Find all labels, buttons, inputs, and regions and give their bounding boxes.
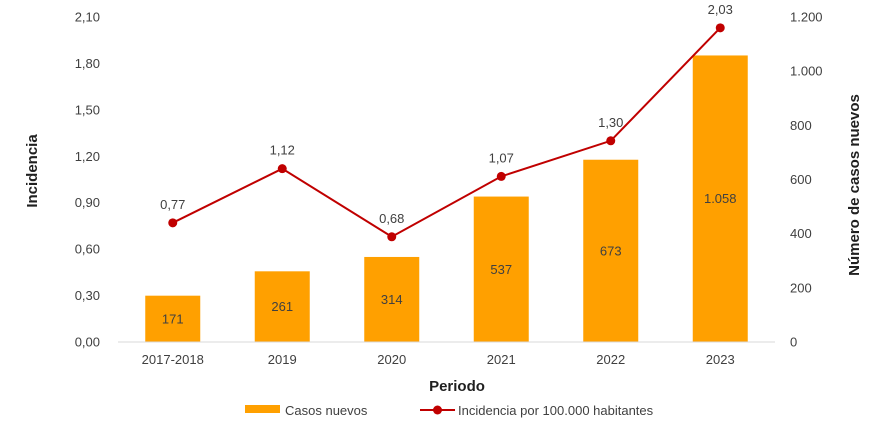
legend-label: Incidencia por 100.000 habitantes	[458, 403, 654, 418]
y-tick-label-right: 800	[790, 118, 812, 133]
incidencia-line	[172, 27, 721, 238]
bar-casos-nuevos	[583, 159, 639, 342]
y-tick-label-right: 400	[790, 226, 812, 241]
bar-value-label: 314	[381, 292, 403, 307]
incidencia-point	[496, 171, 506, 181]
incidencia-point	[387, 232, 397, 242]
incidencia-value-label: 1,30	[598, 115, 623, 130]
incidencia-point	[715, 23, 725, 33]
x-tick-label: 2022	[596, 352, 625, 367]
y-tick-label-left: 1,80	[75, 56, 100, 71]
incidencia-value-label: 0,77	[160, 197, 185, 212]
incidencia-point	[168, 218, 178, 228]
y-tick-label-left: 0,60	[75, 242, 100, 257]
bar-value-label: 673	[600, 243, 622, 258]
x-axis-title: Periodo	[429, 378, 485, 395]
y-tick-label-right: 1.200	[790, 10, 823, 25]
y-axis-title-right: Número de casos nuevos	[846, 94, 863, 276]
y-axis-title-left: Incidencia	[24, 134, 41, 208]
y-tick-label-right: 0	[790, 335, 797, 350]
legend-item-incidencia: Incidencia por 100.000 habitantes	[420, 403, 654, 418]
plot-area: 0,00 0,30 0,60 0,90 1,20 1,50 1,80 2,10 0 200 400 6…	[75, 2, 823, 367]
incidencia-value-label: 2,03	[708, 2, 733, 17]
x-tick-label: 2017-2018	[142, 352, 204, 367]
bar-casos-nuevos	[364, 256, 420, 342]
bar-casos-nuevos	[692, 55, 748, 342]
x-tick-label: 2020	[377, 352, 406, 367]
y-tick-label-right: 1.000	[790, 64, 823, 79]
bar-value-label: 537	[490, 262, 512, 277]
legend-swatch-marker	[433, 405, 442, 415]
x-tick-label: 2023	[706, 352, 735, 367]
legend-item-casos-nuevos: Casos nuevos	[245, 403, 368, 418]
incidencia-point	[277, 164, 287, 174]
y-tick-label-left: 0,00	[75, 335, 100, 350]
bar-casos-nuevos	[254, 271, 310, 342]
y-tick-label-left: 0,90	[75, 195, 100, 210]
incidencia-value-label: 1,07	[489, 150, 514, 165]
incidencia-point	[606, 136, 616, 146]
y-tick-label-left: 1,50	[75, 102, 100, 117]
bar-value-label: 261	[271, 299, 293, 314]
y-tick-label-right: 600	[790, 172, 812, 187]
x-tick-label: 2021	[487, 352, 516, 367]
y-tick-label-right: 200	[790, 280, 812, 295]
legend-swatch-bar	[245, 405, 280, 413]
incidencia-value-label: 0,68	[379, 211, 404, 226]
bar-casos-nuevos	[145, 295, 201, 342]
legend: Casos nuevos Incidencia por 100.000 habi…	[245, 403, 654, 418]
legend-label: Casos nuevos	[285, 403, 368, 418]
bar-value-label: 1.058	[704, 191, 737, 206]
y-tick-label-left: 1,20	[75, 149, 100, 164]
x-tick-label: 2019	[268, 352, 297, 367]
bar-value-label: 171	[162, 311, 184, 326]
bar-casos-nuevos	[473, 196, 529, 342]
incidencia-value-label: 1,12	[270, 143, 295, 158]
y-tick-label-left: 2,10	[75, 10, 100, 25]
y-tick-label-left: 0,30	[75, 288, 100, 303]
